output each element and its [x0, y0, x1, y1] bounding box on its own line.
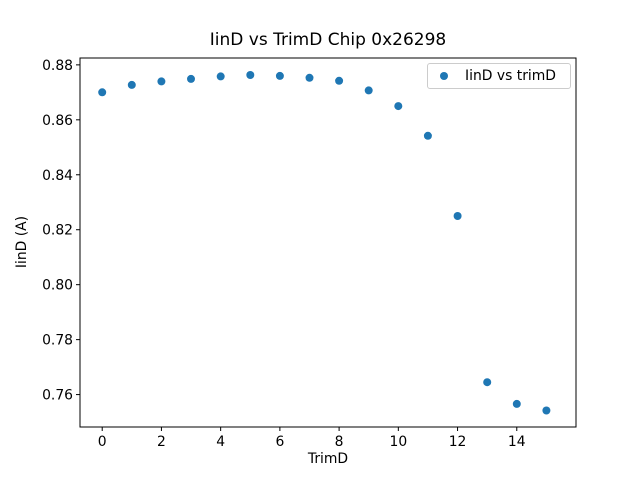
chart-title: IinD vs TrimD Chip 0x26298 — [209, 30, 447, 50]
scatter-point — [246, 71, 255, 79]
y-tick-label: 0.88 — [42, 58, 73, 74]
scatter-point — [453, 212, 462, 220]
scatter-point — [394, 102, 403, 111]
y-tick-label: 0.82 — [42, 223, 73, 239]
y-tick-label: 0.80 — [42, 278, 73, 294]
legend: IinD vs trimD — [427, 63, 571, 89]
x-tick-label: 14 — [508, 434, 526, 450]
scatter-point — [275, 71, 284, 80]
axes-spines — [79, 57, 577, 428]
scatter-point — [423, 131, 432, 140]
x-tick-label: 4 — [216, 434, 225, 450]
scatter-point — [305, 73, 314, 82]
x-axis-label: TrimD — [307, 451, 349, 467]
x-tick-label: 6 — [275, 434, 284, 450]
legend-marker-icon — [440, 72, 448, 80]
y-tick-label: 0.86 — [42, 113, 73, 129]
scatter-point — [216, 72, 225, 81]
x-tick-label: 12 — [449, 434, 467, 450]
scatter-point — [483, 378, 492, 387]
scatter-point — [157, 77, 166, 86]
scatter-point — [127, 80, 136, 89]
scatter-point — [335, 76, 344, 85]
legend-label: IinD vs trimD — [465, 68, 556, 84]
y-tick-label: 0.84 — [42, 168, 73, 184]
x-tick-label: 2 — [157, 434, 166, 450]
y-tick-label: 0.76 — [42, 388, 73, 404]
x-tick-label: 8 — [335, 434, 344, 450]
y-axis-label: IinD (A) — [14, 215, 30, 269]
x-tick-label: 10 — [389, 434, 407, 450]
scatter-point — [542, 406, 551, 415]
x-tick-label: 0 — [98, 434, 107, 450]
scatter-point — [98, 88, 107, 97]
scatter-point — [364, 86, 373, 95]
scatter-point — [512, 399, 521, 408]
y-tick-label: 0.78 — [42, 333, 73, 349]
scatter-point — [187, 74, 195, 83]
